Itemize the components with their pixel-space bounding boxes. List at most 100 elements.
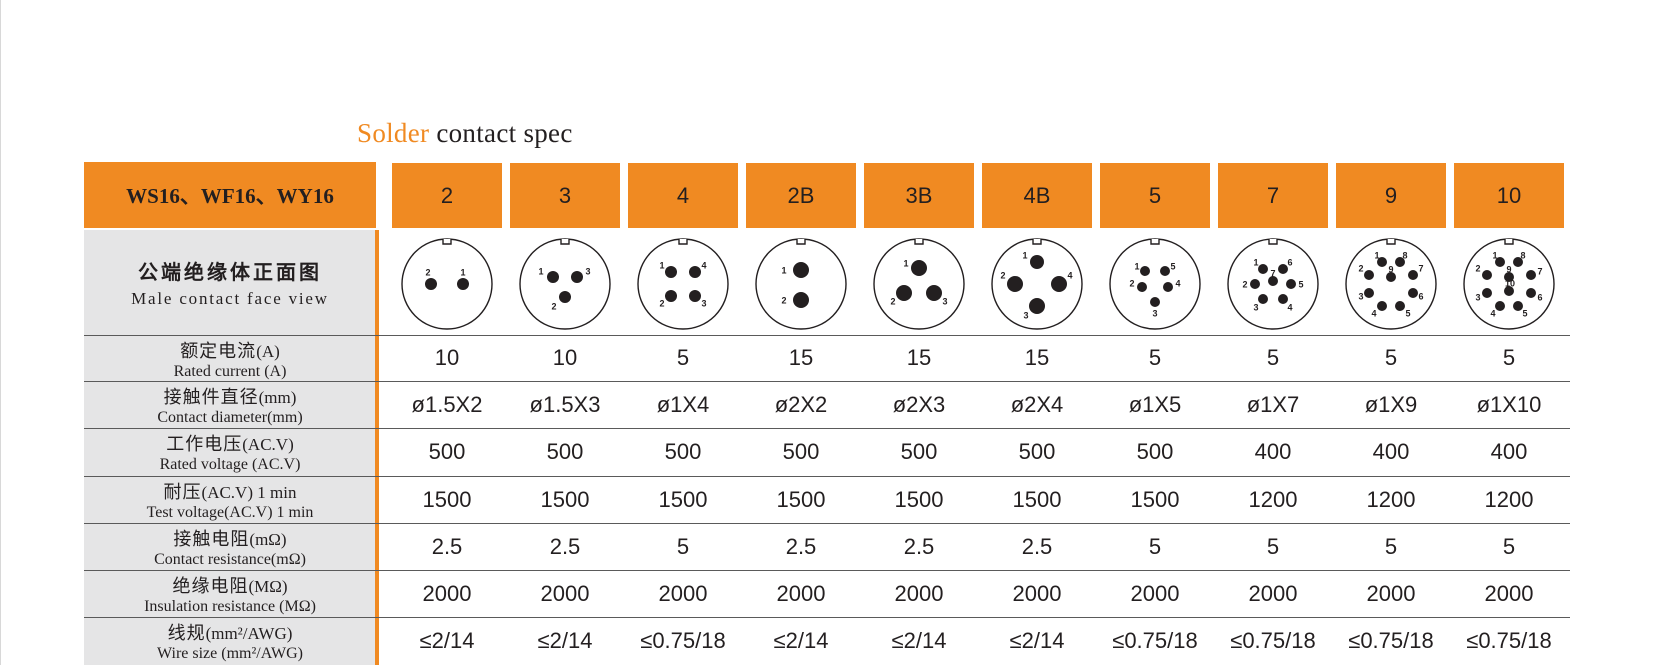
pin-number-label: 3 [1358,292,1363,302]
pin-number-label: 4 [1371,309,1376,319]
pin-number-label: 1 [659,261,664,271]
table-cell: 15 [906,345,932,370]
table-cell: 500 [664,439,702,464]
pin-number-label: 4 [701,261,706,271]
pin-number-label: 2 [1475,264,1480,274]
table-cell: 5 [1502,345,1516,370]
column-header-3b: 3B [864,163,974,228]
table-cell: 2.5 [785,533,817,559]
pin-number-label: 9 [1388,265,1393,275]
table-cell: 5 [1148,533,1162,559]
contact-pin [1137,282,1147,292]
pin-number-label: 2 [890,297,895,307]
table-cell: ≤0.75/18 [1112,628,1198,653]
pin-number-label: 2 [659,299,664,309]
contact-pin [1482,288,1492,298]
table-cell: ø1.5X3 [529,391,601,417]
row-label-en: Rated current (A) [173,363,287,380]
pin-number-label: 1 [1022,251,1027,261]
contact-pin [1408,288,1418,298]
table-cell: 5 [1266,345,1280,370]
contact-face-diagram-7: 1 6 2 7 5 3 4 [1227,238,1319,330]
insulator-outline [991,238,1083,330]
table-cell: 1500 [422,486,472,512]
insulator-outline [755,238,847,330]
face-view-label: 公端绝缘体正面图 Male contact face view [84,256,376,309]
pin-number-label: 2 [1358,264,1363,274]
table-cell: 1200 [1248,486,1298,512]
pin-number-label: 6 [1418,292,1423,302]
pin-number-label: 10 [1505,279,1515,289]
table-cell: 500 [1018,439,1056,464]
table-cell: 5 [676,345,690,370]
table-cell: 400 [1490,439,1528,464]
contact-pin [1504,286,1514,296]
row-label-cn: 耐压(AC.V) 1 min [163,482,297,503]
column-header-2b: 2B [746,163,856,228]
pin-number-label: 7 [1418,264,1423,274]
table-cell: 1500 [1130,486,1180,512]
row-divider [84,381,1570,382]
table-cell: 500 [782,439,820,464]
polarizing-key [560,239,570,245]
polarizing-key [914,239,924,245]
face-view-label-cn: 公端绝缘体正面图 [138,260,322,284]
contact-pin [1377,301,1387,311]
row-label-cn: 接触电阻(mΩ) [173,529,287,550]
page-title: Solder contact spec [357,118,573,148]
row-label: 绝缘电阻(MΩ) Insulation resistance (MΩ) [84,572,376,616]
table-cell: 5 [1384,345,1398,370]
row-label-cn: 接触件直径(mm) [163,387,297,408]
contact-face-diagram-4b: 1 2 4 3 [991,238,1083,330]
contact-face-diagram-10: 2 1 89 7 3 10 6 4 5 [1463,238,1555,330]
row-label-cn: 线规(mm²/AWG) [167,623,293,644]
table-cell: 10 [434,345,460,370]
row-label-cn: 额定电流(A) [180,341,280,362]
pin-number-label: 5 [1170,262,1175,272]
column-header-3: 3 [510,163,620,228]
table-cell: 1500 [776,486,826,512]
contact-pin [1258,264,1268,274]
contact-face-diagram-5: 1 5 2 4 3 [1109,238,1201,330]
table-cell: ≤2/14 [891,628,947,653]
pin-number-label: 3 [585,267,590,277]
column-header-2: 2 [392,163,502,228]
row-divider [84,523,1570,524]
table-cell: 500 [1136,439,1174,464]
polarizing-key [1504,239,1514,245]
pin-number-label: 1 [781,266,786,276]
contact-pin [1526,288,1536,298]
row-label: 接触件直径(mm) Contact diameter(mm) [84,383,376,427]
pin-number-label: 1 [1492,251,1497,261]
table-cell: 1500 [540,486,590,512]
table-cell: ø1X9 [1364,391,1418,417]
contact-pin [793,262,809,278]
contact-pin [1386,272,1396,282]
table-cell: 5 [1148,345,1162,370]
polarizing-key [678,239,688,245]
table-cell: 500 [428,439,466,464]
contact-pin [665,290,677,302]
table-cell: ø2X3 [892,391,946,417]
insulator-outline [637,238,729,330]
table-cell: 1500 [1012,486,1062,512]
row-label-en: Wire size (mm²/AWG) [157,645,303,662]
contact-pin [665,266,677,278]
table-cell: ≤0.75/18 [1348,628,1434,653]
pin-number-label: 1 [460,268,465,278]
table-cell: 2000 [894,580,944,606]
pin-number-label: 6 [1537,293,1542,303]
column-header-5: 5 [1100,163,1210,228]
column-header-10: 10 [1454,163,1564,228]
contact-face-diagram-2b: 12 [755,238,847,330]
contact-pin [1268,276,1278,286]
table-cell: 2000 [422,580,472,606]
contact-pin [1513,301,1523,311]
pin-number-label: 8 [1520,251,1525,261]
contact-face-diagram-3: 1 3 2 [519,238,611,330]
insulator-outline [1345,238,1437,330]
row-label-en: Rated voltage (AC.V) [159,456,301,473]
model-header: WS16、WF16、WY16 [84,162,376,228]
contact-pin [1377,257,1387,267]
pin-number-label: 4 [1287,303,1292,313]
